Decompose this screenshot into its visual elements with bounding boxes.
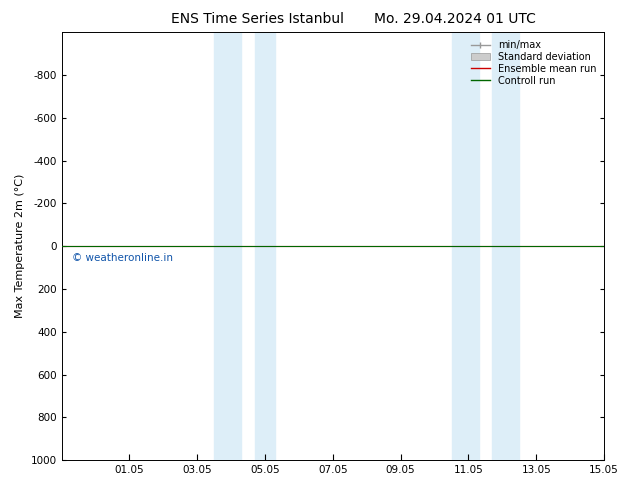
Legend: min/max, Standard deviation, Ensemble mean run, Controll run: min/max, Standard deviation, Ensemble me… (468, 37, 599, 89)
Text: © weatheronline.in: © weatheronline.in (72, 252, 172, 263)
Bar (492, 32, 519, 460)
Bar (451, 32, 479, 460)
Bar (255, 32, 275, 460)
Y-axis label: Max Temperature 2m (°C): Max Temperature 2m (°C) (15, 174, 25, 318)
Text: Mo. 29.04.2024 01 UTC: Mo. 29.04.2024 01 UTC (374, 12, 536, 26)
Bar (214, 32, 242, 460)
Text: ENS Time Series Istanbul: ENS Time Series Istanbul (171, 12, 344, 26)
